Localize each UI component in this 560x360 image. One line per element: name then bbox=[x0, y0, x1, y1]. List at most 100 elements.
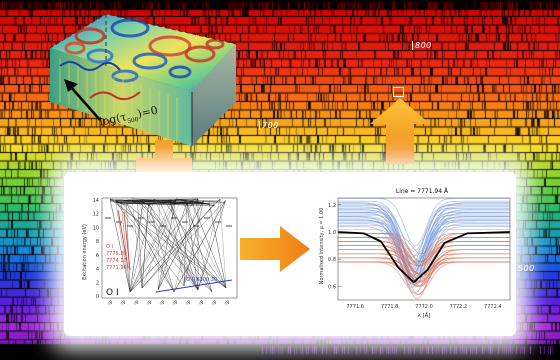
transition-19 bbox=[219, 198, 227, 289]
transition-39 bbox=[183, 201, 188, 287]
granule-7 bbox=[111, 69, 139, 83]
cube-side-face bbox=[192, 44, 236, 146]
profile-xtick-2: 7772.0 bbox=[415, 304, 433, 310]
transition-32 bbox=[141, 203, 149, 289]
transition-37 bbox=[173, 198, 199, 293]
profile-curve-red-19 bbox=[338, 249, 510, 287]
upper-transition-38 bbox=[181, 200, 210, 205]
profile-ytick-3: 0.6 bbox=[328, 284, 336, 290]
region-marker-box bbox=[393, 87, 404, 97]
grotrian-xtick-5: ²P bbox=[172, 300, 180, 308]
upper-transition-39 bbox=[120, 201, 193, 206]
transition-43 bbox=[131, 198, 143, 289]
transition-24 bbox=[173, 200, 226, 293]
profile-curve-blue-20 bbox=[338, 197, 510, 247]
grotrian-top-label: S bbox=[168, 199, 172, 206]
profile-curve-blue-19 bbox=[338, 202, 510, 273]
profile-xtick-3: 7772.2 bbox=[450, 304, 468, 310]
transition-40 bbox=[197, 200, 226, 291]
transition-47 bbox=[120, 201, 131, 293]
grotrian-xtick-3: ²P bbox=[146, 300, 154, 308]
front-current bbox=[89, 91, 141, 101]
transition-31 bbox=[137, 200, 199, 291]
grotrian-ytick-7: 0 bbox=[96, 294, 99, 300]
transition-59 bbox=[129, 198, 221, 293]
transition-26 bbox=[183, 200, 204, 287]
mean-profile-line bbox=[337, 231, 511, 284]
up-arrow-icon bbox=[370, 98, 430, 164]
granule-0 bbox=[74, 27, 106, 45]
upper-transition-34 bbox=[181, 198, 199, 203]
transition-15 bbox=[141, 203, 215, 289]
granule-3 bbox=[132, 52, 168, 70]
oi-red-label-2: 7774.17 bbox=[106, 258, 127, 264]
ion-label: O I bbox=[106, 288, 119, 298]
transition-58 bbox=[186, 201, 199, 291]
grotrian-xtick-4: ²P bbox=[159, 300, 167, 308]
oi-blue-label: [O I] 6300.30 bbox=[184, 277, 217, 283]
oi-red-label-0: O I bbox=[106, 244, 113, 250]
profile-curve-blue-18 bbox=[338, 206, 510, 271]
transition-55 bbox=[157, 200, 204, 291]
granule-4 bbox=[86, 48, 114, 64]
profile-curve-blue-8 bbox=[338, 221, 510, 287]
profile-ylabel: Normalised Intensity, μ = 1.00 bbox=[319, 208, 325, 285]
grotrian-ytick-3: 8 bbox=[96, 239, 99, 245]
profile-curve-red-18 bbox=[338, 253, 510, 287]
transition-4 bbox=[148, 203, 199, 291]
cube-front-face bbox=[50, 48, 192, 146]
transition-33 bbox=[208, 201, 227, 289]
oi-red-transition-b bbox=[123, 211, 131, 271]
transition-20 bbox=[137, 200, 227, 289]
granulation-pattern bbox=[59, 18, 225, 141]
profile-curves bbox=[337, 197, 511, 299]
transition-54 bbox=[120, 201, 199, 291]
transition-34 bbox=[137, 200, 143, 289]
profile-yticks: 1.2 1.0 0.8 0.6 bbox=[328, 203, 341, 290]
grotrian-xtick-8: ²P bbox=[211, 300, 219, 308]
profile-curve-blue-11 bbox=[338, 209, 510, 263]
profile-curve-blue-24 bbox=[338, 207, 510, 278]
grotrian-xtick-1: ²P bbox=[120, 300, 128, 308]
upper-transition-23 bbox=[142, 201, 149, 206]
transition-53 bbox=[115, 200, 185, 287]
granule-2 bbox=[148, 35, 192, 57]
profile-curve-red-20 bbox=[338, 245, 510, 267]
transition-lines bbox=[105, 198, 233, 293]
granule-9 bbox=[205, 38, 225, 50]
profile-curve-blue-23 bbox=[338, 211, 510, 277]
profile-curve-red-21 bbox=[338, 241, 510, 267]
transition-48 bbox=[137, 200, 175, 293]
profile-xticks: 7771.6 7771.8 7772.0 7772.2 7772.4 bbox=[346, 304, 501, 310]
transition-0 bbox=[141, 203, 149, 289]
grotrian-xtick-7: ²P bbox=[198, 300, 206, 308]
profile-curve-red-24 bbox=[338, 261, 510, 299]
profile-curve-blue-25 bbox=[338, 203, 510, 252]
profile-ytick-1: 1.0 bbox=[328, 230, 336, 236]
upper-transition-35 bbox=[109, 198, 188, 205]
transition-17 bbox=[109, 198, 131, 293]
transition-44 bbox=[115, 200, 131, 293]
profile-ytick-2: 0.8 bbox=[328, 257, 336, 263]
upper-transition-27 bbox=[109, 198, 199, 202]
oi-red-transition-a bbox=[117, 209, 129, 269]
upper-transition-32 bbox=[148, 200, 160, 206]
grotrian-xtick-0: ²P bbox=[107, 300, 115, 308]
grotrian-xticks: ²P ²P ²P ²P ²P ²P ²P ²P ²P ²P bbox=[107, 300, 232, 308]
profile-xtick-4: 7772.4 bbox=[484, 304, 502, 310]
grotrian-ytick-2: 10 bbox=[93, 225, 99, 231]
grotrian-ytick-1: 12 bbox=[93, 212, 99, 218]
transition-41 bbox=[115, 200, 175, 293]
transition-23 bbox=[129, 198, 155, 293]
wavelength-label-500: 500 bbox=[515, 264, 535, 273]
simulation-cube bbox=[49, 13, 237, 146]
profile-curve-red-25 bbox=[338, 257, 510, 279]
grotrian-ylabel: Excitation energy (eV) bbox=[82, 224, 88, 280]
optical-depth-arrow bbox=[64, 79, 101, 121]
line-profile-plot: Line = 7771.94 Å Normalised Intensity, μ… bbox=[319, 188, 511, 319]
granule-1 bbox=[110, 18, 150, 38]
grotrian-ytick-0: 14 bbox=[93, 198, 99, 204]
oi-red-label-1: 7775.39 bbox=[106, 251, 127, 257]
transition-46 bbox=[129, 200, 182, 293]
